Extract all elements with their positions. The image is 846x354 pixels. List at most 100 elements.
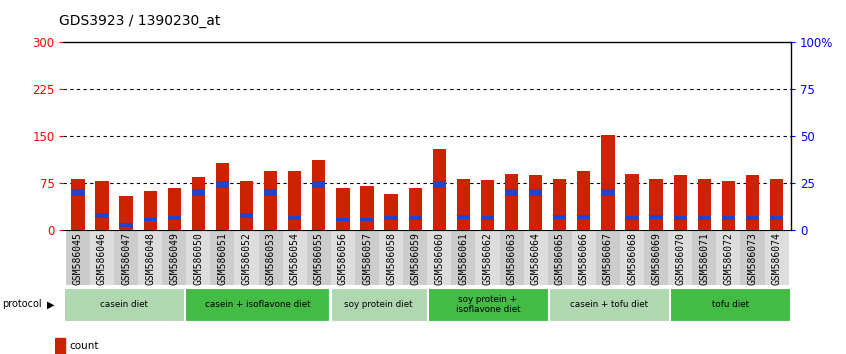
Bar xyxy=(96,213,108,218)
Bar xyxy=(673,175,687,230)
Bar xyxy=(625,174,639,230)
Bar xyxy=(451,230,475,285)
Bar xyxy=(746,175,759,230)
Bar xyxy=(114,230,138,285)
Bar xyxy=(71,189,85,196)
Text: GSM586061: GSM586061 xyxy=(459,232,469,285)
Bar xyxy=(602,135,614,230)
Bar xyxy=(360,218,374,221)
Bar xyxy=(547,230,572,285)
Bar xyxy=(432,181,446,188)
Bar xyxy=(168,216,181,220)
Bar xyxy=(717,230,740,285)
Text: GSM586069: GSM586069 xyxy=(651,232,661,285)
Bar xyxy=(577,215,591,219)
Bar xyxy=(481,216,494,220)
Text: GSM586048: GSM586048 xyxy=(146,232,155,285)
Bar xyxy=(144,191,157,230)
Bar xyxy=(505,174,518,230)
Text: GSM586045: GSM586045 xyxy=(73,232,83,285)
Bar xyxy=(524,230,547,285)
Bar xyxy=(162,230,186,285)
Bar xyxy=(355,230,379,285)
Bar xyxy=(698,216,711,220)
Bar xyxy=(770,216,783,220)
Bar xyxy=(138,230,162,285)
Bar xyxy=(336,188,349,230)
Bar xyxy=(312,160,326,230)
Text: GSM586070: GSM586070 xyxy=(675,232,685,285)
Text: GSM586068: GSM586068 xyxy=(627,232,637,285)
Bar xyxy=(596,230,620,285)
Text: GSM586057: GSM586057 xyxy=(362,232,372,285)
Text: GSM586067: GSM586067 xyxy=(603,232,613,285)
Bar xyxy=(211,230,234,285)
Bar xyxy=(553,215,566,219)
Bar xyxy=(692,230,717,285)
Text: GSM586060: GSM586060 xyxy=(434,232,444,285)
Bar xyxy=(119,196,133,230)
Bar xyxy=(379,230,404,285)
Bar xyxy=(288,171,301,230)
Bar xyxy=(722,181,735,230)
Bar xyxy=(168,188,181,230)
Text: GSM586056: GSM586056 xyxy=(338,232,348,285)
Bar xyxy=(620,230,644,285)
Bar xyxy=(770,179,783,230)
Text: GSM586066: GSM586066 xyxy=(579,232,589,285)
Bar xyxy=(312,181,326,188)
Bar xyxy=(602,189,614,196)
Bar xyxy=(66,230,90,285)
Bar xyxy=(457,179,470,230)
Text: GSM586073: GSM586073 xyxy=(748,232,757,285)
Bar xyxy=(264,171,277,230)
Bar xyxy=(475,230,499,285)
Text: GSM586052: GSM586052 xyxy=(242,232,251,285)
Text: GSM586055: GSM586055 xyxy=(314,232,324,285)
Bar xyxy=(765,230,788,285)
Text: tofu diet: tofu diet xyxy=(711,300,749,309)
Bar xyxy=(240,213,253,218)
Bar xyxy=(505,189,518,196)
Bar xyxy=(577,171,591,230)
Text: GDS3923 / 1390230_at: GDS3923 / 1390230_at xyxy=(59,14,221,28)
Bar xyxy=(432,149,446,230)
Bar xyxy=(216,162,229,230)
Bar xyxy=(288,216,301,220)
Bar xyxy=(668,230,692,285)
Bar xyxy=(144,218,157,221)
Bar xyxy=(553,179,566,230)
Text: protocol: protocol xyxy=(2,299,41,309)
Text: soy protein +
isoflavone diet: soy protein + isoflavone diet xyxy=(456,295,520,314)
Text: GSM586063: GSM586063 xyxy=(507,232,517,285)
Bar xyxy=(259,230,283,285)
Bar xyxy=(331,230,355,285)
Text: GSM586051: GSM586051 xyxy=(217,232,228,285)
Bar xyxy=(384,216,398,220)
Bar xyxy=(384,194,398,230)
Bar xyxy=(71,179,85,230)
Bar xyxy=(331,288,426,321)
Text: GSM586071: GSM586071 xyxy=(700,232,709,285)
Bar xyxy=(119,223,133,227)
Bar xyxy=(650,179,662,230)
Bar xyxy=(650,215,662,219)
Bar xyxy=(307,230,331,285)
Text: GSM586050: GSM586050 xyxy=(194,232,203,285)
Bar xyxy=(529,189,542,196)
Bar xyxy=(90,230,114,285)
Text: GSM586058: GSM586058 xyxy=(386,232,396,285)
Text: casein + tofu diet: casein + tofu diet xyxy=(570,300,648,309)
Text: ▶: ▶ xyxy=(47,299,54,309)
Bar xyxy=(746,216,759,220)
Bar xyxy=(96,181,108,230)
Text: GSM586062: GSM586062 xyxy=(482,232,492,285)
Text: casein + isoflavone diet: casein + isoflavone diet xyxy=(205,300,310,309)
Bar xyxy=(644,230,668,285)
Bar xyxy=(55,338,65,354)
Bar xyxy=(234,230,259,285)
Bar xyxy=(499,230,524,285)
Text: GSM586047: GSM586047 xyxy=(121,232,131,285)
Bar xyxy=(264,189,277,196)
Bar xyxy=(409,188,422,230)
